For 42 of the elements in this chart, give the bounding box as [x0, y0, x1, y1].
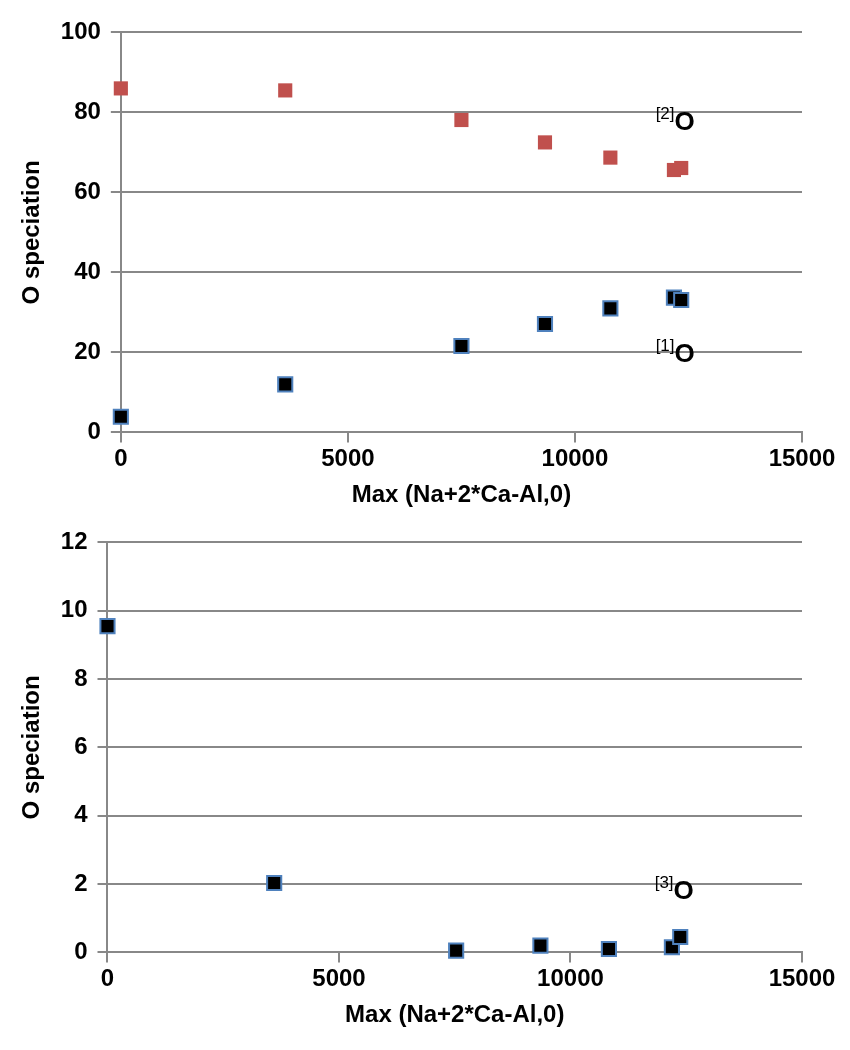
x-axis-title: Max (Na+2*Ca-Al,0)	[351, 480, 572, 508]
x-tick-label: 5000	[312, 964, 366, 992]
point	[600, 940, 617, 958]
point	[672, 928, 689, 946]
y-axis-title: O speciation	[17, 160, 45, 305]
y-tick-label: 100	[60, 17, 101, 45]
x-tick-label: 10000	[541, 444, 609, 472]
point	[277, 376, 294, 393]
y-tick-label: 2	[74, 868, 88, 896]
x-tick-label: 15000	[768, 444, 836, 472]
point	[454, 112, 469, 128]
y-tick-label: 6	[74, 732, 88, 760]
point	[113, 81, 128, 96]
point	[266, 874, 283, 892]
x-tick-label: 0	[114, 444, 128, 472]
point	[536, 315, 554, 333]
point	[537, 135, 553, 150]
point	[99, 618, 116, 635]
y-tick-label: 20	[74, 337, 101, 365]
point	[453, 337, 470, 355]
x-axis-title: Max (Na+2*Ca-Al,0)	[345, 1000, 565, 1028]
point	[278, 83, 293, 98]
x-tick-label: 15000	[768, 964, 836, 992]
y-tick-label: 60	[74, 177, 101, 205]
x-tick-label: 10000	[537, 964, 604, 992]
point	[674, 160, 689, 176]
point	[602, 300, 619, 317]
y-tick-label: 8	[74, 663, 88, 691]
y-axis-title: O speciation	[17, 675, 45, 820]
y-tick-label: 4	[74, 800, 89, 828]
y-tick-label: 80	[74, 97, 101, 125]
point	[603, 150, 618, 165]
point	[532, 937, 549, 954]
y-tick-label: 0	[87, 417, 101, 445]
x-tick-label: 5000	[321, 444, 375, 472]
point	[112, 408, 129, 425]
point	[448, 942, 465, 959]
y-tick-label: 0	[74, 937, 88, 965]
y-tick-label: 40	[74, 257, 101, 285]
y-tick-label: 10	[60, 595, 88, 623]
point	[673, 291, 690, 309]
y-tick-label: 12	[60, 527, 88, 555]
